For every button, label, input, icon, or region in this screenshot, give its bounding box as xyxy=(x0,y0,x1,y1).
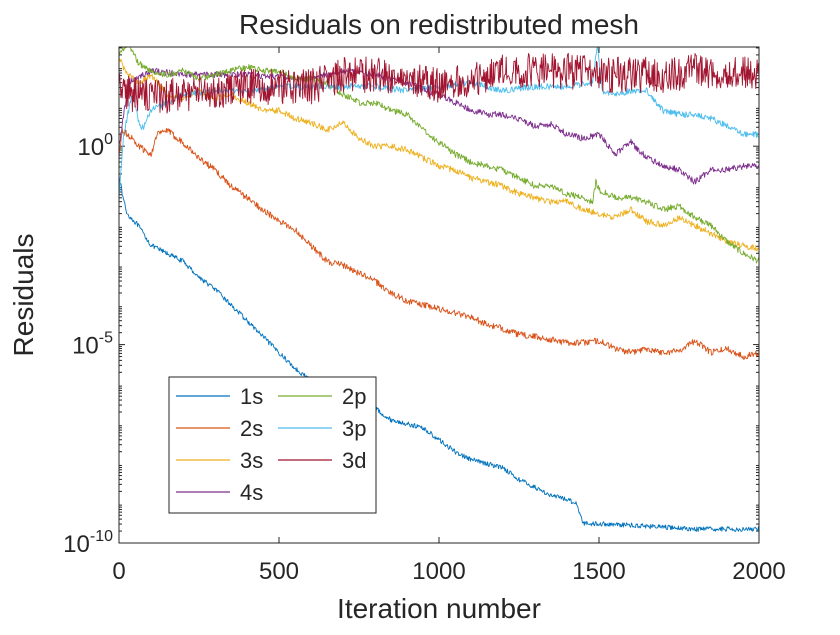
legend-label-3p: 3p xyxy=(342,416,366,441)
x-tick-label: 0 xyxy=(112,558,125,585)
y-axis-label: Residuals xyxy=(8,234,39,357)
y-tick-base: 10 xyxy=(72,333,99,360)
legend-box xyxy=(168,376,377,514)
y-tick-label: 10-10 xyxy=(63,528,113,558)
legend-label-2s: 2s xyxy=(240,416,263,441)
y-tick-exponent: -10 xyxy=(90,528,113,545)
chart-title: Residuals on redistributed mesh xyxy=(239,9,639,40)
y-tick-exponent: -5 xyxy=(99,330,113,347)
x-tick-label: 1000 xyxy=(412,558,465,585)
x-tick-label: 1500 xyxy=(572,558,625,585)
legend-label-1s: 1s xyxy=(240,384,263,409)
series-layer xyxy=(118,46,760,532)
series-line-3d xyxy=(118,52,760,114)
y-tick-label: 100 xyxy=(77,131,113,161)
legend-label-2p: 2p xyxy=(342,384,366,409)
legend-label-3d: 3d xyxy=(342,448,366,473)
series-line-2p xyxy=(118,46,760,264)
y-tick-base: 10 xyxy=(63,531,90,558)
x-tick-label: 500 xyxy=(259,558,299,585)
legend: 1s 2s 3s 4s 2p 3p 3d xyxy=(168,376,377,514)
legend-label-4s: 4s xyxy=(240,480,263,505)
y-tick-exponent: 0 xyxy=(104,131,113,148)
x-tick-label: 2000 xyxy=(732,558,785,585)
legend-label-3s: 3s xyxy=(240,448,263,473)
x-axis-label: Iteration number xyxy=(337,593,541,624)
series-line-2s xyxy=(118,127,760,360)
y-tick-base: 10 xyxy=(77,134,104,161)
y-tick-label: 10-5 xyxy=(72,330,113,360)
series-line-1s xyxy=(118,175,760,532)
plot-frame xyxy=(118,46,760,544)
